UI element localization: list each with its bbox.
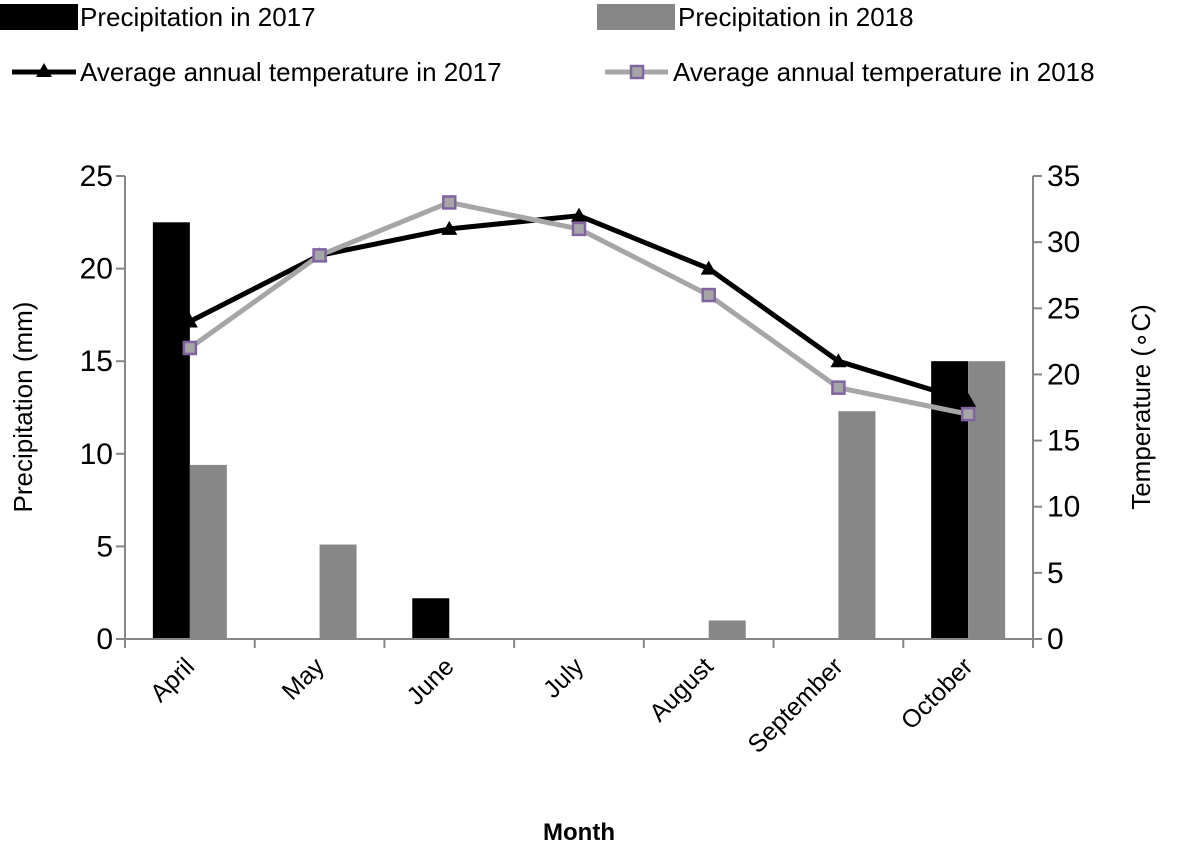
y2-axis-title: Temperature (∘C) — [1126, 304, 1156, 510]
right-tick-label: 15 — [1047, 425, 1080, 458]
x-tick-label-april: April — [145, 652, 200, 707]
left-tick-label: 0 — [96, 623, 113, 656]
x-tick-label-september: September — [742, 652, 848, 758]
right-tick-label: 10 — [1047, 491, 1080, 524]
lines — [181, 195, 977, 422]
axes — [116, 175, 1042, 648]
bar-2018-may — [319, 544, 357, 639]
legend-marker-temp-2017 — [36, 63, 52, 77]
right-tick-label: 5 — [1047, 557, 1064, 590]
temp-2018-marker-july — [571, 221, 587, 237]
temp-2018-marker-april — [182, 340, 198, 356]
temp-2018-marker-august — [701, 287, 716, 303]
temperature-line-2017 — [188, 213, 969, 404]
left-tick-label: 20 — [80, 253, 113, 286]
bar-2017-april — [152, 222, 190, 640]
x-axis-title: Month — [543, 819, 615, 846]
left-tick-label: 5 — [96, 530, 113, 563]
bar-2017-june — [412, 598, 450, 639]
temp-2017-marker-july — [571, 207, 587, 222]
labels: 0 5 10 15 20 25 0 5 10 15 20 25 30 35 April May June July… — [8, 160, 1156, 846]
left-tick-label: 15 — [80, 345, 113, 378]
temp-2017-marker-april — [181, 313, 198, 328]
temp-2018-marker-october — [960, 406, 976, 422]
temp-2018-marker-june — [442, 195, 457, 210]
bar-2018-september — [838, 411, 876, 639]
x-tick-label-august: August — [644, 652, 719, 727]
y-axis-title: Precipitation (mm) — [8, 302, 38, 513]
temp-2017-marker-october — [960, 392, 977, 407]
right-tick-label: 30 — [1047, 226, 1080, 259]
right-tick-label: 0 — [1047, 623, 1064, 656]
legend-label-temp-2017: Average annual temperature in 2017 — [80, 57, 502, 87]
legend-swatch-precip-2018 — [597, 4, 675, 30]
right-tick-label: 25 — [1047, 292, 1080, 325]
bar-2018-april — [189, 464, 227, 639]
right-tick-label: 35 — [1047, 160, 1080, 193]
temp-2017-marker-september — [830, 353, 847, 368]
legend-label-precip-2017: Precipitation in 2017 — [80, 2, 316, 32]
temp-2017-marker-june — [441, 220, 458, 235]
x-tick-label-july: July — [538, 652, 590, 704]
legend-swatch-precip-2017 — [0, 4, 78, 30]
legend: Precipitation in 2017 Precipitation in 20… — [0, 2, 1095, 87]
right-tick-label: 20 — [1047, 358, 1080, 391]
temp-2017-marker-august — [700, 260, 717, 275]
x-tick-label-may: May — [277, 652, 331, 706]
temp-2018-marker-september — [831, 380, 846, 395]
x-tick-label-june: June — [401, 652, 459, 710]
legend-label-temp-2018: Average annual temperature in 2018 — [673, 57, 1095, 87]
x-tick-label-october: October — [896, 652, 979, 735]
temp-2018-marker-may — [312, 248, 327, 263]
left-tick-label: 25 — [80, 160, 113, 193]
left-tick-label: 10 — [80, 438, 113, 471]
bar-2018-august — [708, 620, 746, 639]
legend-marker-temp-2018 — [629, 64, 645, 80]
legend-label-precip-2018: Precipitation in 2018 — [678, 2, 914, 32]
